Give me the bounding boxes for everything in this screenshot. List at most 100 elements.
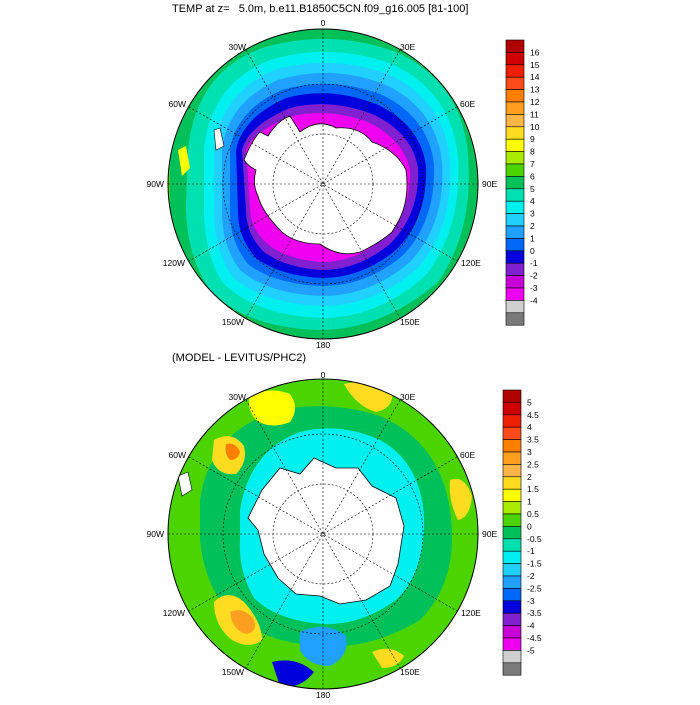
colorbar-swatch	[505, 101, 525, 115]
lon-label-0: 0	[321, 18, 326, 28]
lon-label-30w: 30W	[229, 42, 246, 52]
colorbar-swatch	[502, 426, 522, 440]
lon-label-90e: 90E	[482, 529, 497, 539]
colorbar-label: 8	[530, 147, 535, 157]
colorbar-label: 0	[530, 246, 535, 256]
colorbar-swatch	[505, 39, 525, 53]
colorbar-label: 3.5	[527, 435, 539, 445]
colorbar-label: 2	[530, 221, 535, 231]
colorbar-label: -3	[527, 596, 535, 606]
lon-label-120w: 120W	[163, 608, 185, 618]
map-border	[167, 28, 479, 340]
colorbar-label: -1	[530, 258, 538, 268]
temperature-polar-map: 0 30E 60E 90E 120E 150E 180 150W 120W 90…	[147, 18, 540, 350]
temperature-map-panel: TEMP at z= 5.0m, b.e11.B1850C5CN.f09_g16…	[0, 0, 700, 350]
colorbar-label: -4.5	[527, 633, 542, 643]
colorbar-label: 2.5	[527, 459, 539, 469]
colorbar-label: 11	[530, 109, 539, 119]
colorbar-label: 13	[530, 85, 540, 95]
colorbar-label: 5	[530, 184, 535, 194]
colorbar-label: 0	[527, 521, 532, 531]
lon-label-90e: 90E	[482, 179, 497, 189]
lon-label-90w: 90W	[147, 529, 164, 539]
colorbar-swatch	[505, 76, 525, 90]
colorbar-label: 3	[527, 447, 532, 457]
lon-label-60w: 60W	[169, 450, 186, 460]
colorbar-swatch	[502, 464, 522, 478]
colorbar-label: 7	[530, 159, 535, 169]
colorbar-swatch	[505, 275, 525, 289]
colorbar-label: 15	[530, 60, 540, 70]
colorbar-swatch	[502, 600, 522, 614]
colorbar-swatch	[502, 501, 522, 515]
colorbar-label: 14	[530, 72, 540, 82]
colorbar-swatch	[505, 225, 525, 239]
colorbar-swatch	[505, 300, 525, 314]
colorbar-swatch	[502, 637, 522, 651]
colorbar-swatch	[505, 126, 525, 140]
colorbar-label: 16	[530, 47, 540, 57]
colorbar-swatch	[502, 662, 522, 676]
colorbar-swatch	[502, 563, 522, 577]
colorbar-swatch	[505, 200, 525, 214]
colorbar-label: 1.5	[527, 484, 539, 494]
lon-label-150e: 150E	[400, 667, 420, 677]
colorbar: 5 4.5 4 3.5 3 2.5 2 1.5 1 0.5 0 -0.5 -1 -1.5 -2 -2.5 -3 -…	[502, 389, 542, 676]
lon-label-60e: 60E	[460, 99, 475, 109]
longitude-labels: 0 30E 60E 90E 120E 150E 180 150W 120W 90…	[147, 370, 498, 700]
colorbar-label: -2.5	[527, 583, 542, 593]
colorbar-label: 4.5	[527, 410, 539, 420]
colorbar-label: -3.5	[527, 608, 542, 618]
colorbar-label: -2	[530, 271, 538, 281]
colorbar-label: -4	[527, 621, 535, 631]
warm-anomaly-f	[449, 478, 472, 520]
colorbar-swatch	[505, 89, 525, 103]
colorbar-label: -3	[530, 283, 538, 293]
colorbar-swatch	[505, 250, 525, 264]
lon-label-90w: 90W	[147, 179, 164, 189]
lon-label-150w: 150W	[222, 317, 244, 327]
lon-label-150w: 150W	[222, 667, 244, 677]
warm-anomaly-c-core	[225, 443, 240, 460]
colorbar-label: -1	[527, 546, 535, 556]
colorbar-swatch	[505, 287, 525, 301]
lon-label-150e: 150E	[400, 317, 420, 327]
colorbar-swatch	[502, 612, 522, 626]
colorbar-swatch	[505, 262, 525, 276]
colorbar-swatch	[505, 114, 525, 128]
colorbar-swatch	[505, 52, 525, 66]
map-field	[168, 379, 478, 689]
lon-label-60e: 60E	[460, 450, 475, 460]
colorbar-label: 1	[527, 497, 532, 507]
colorbar-swatch	[502, 650, 522, 664]
antarctica	[247, 457, 405, 605]
colorbar-label: 9	[530, 134, 535, 144]
warm-patch	[178, 146, 190, 176]
colorbar-label: 12	[530, 97, 540, 107]
antarctica	[243, 115, 408, 255]
lon-label-30e: 30E	[400, 42, 415, 52]
colorbar-swatch	[502, 575, 522, 589]
lon-label-120e: 120E	[461, 608, 481, 618]
colorbar-label: -5	[527, 645, 535, 655]
colorbar-label: 1	[530, 233, 535, 243]
colorbar-label: 10	[530, 122, 540, 132]
colorbar-swatch	[502, 513, 522, 527]
colorbar-swatch	[502, 625, 522, 639]
lon-label-180: 180	[316, 340, 330, 350]
colorbar-swatch	[505, 163, 525, 177]
colorbar-swatch	[502, 526, 522, 540]
colorbar-label: -4	[530, 295, 538, 305]
lon-label-60w: 60W	[169, 99, 186, 109]
colorbar-label: -2	[527, 571, 535, 581]
warm-anomaly-a-core	[230, 610, 255, 634]
colorbar-swatch	[505, 64, 525, 78]
colorbar-swatch	[505, 138, 525, 152]
colorbar-swatch	[502, 439, 522, 453]
map-border	[167, 378, 479, 690]
cold-anomaly-a	[300, 626, 347, 666]
colorbar-swatch	[505, 176, 525, 190]
colorbar-swatch	[502, 588, 522, 602]
colorbar-label: -1.5	[527, 559, 542, 569]
